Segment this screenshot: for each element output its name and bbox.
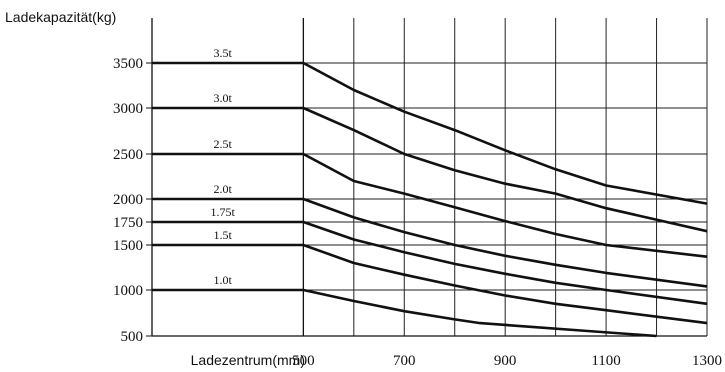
y-tick-label: 1500 <box>113 238 143 254</box>
series-label: 2.0t <box>213 182 232 196</box>
plot-frame <box>151 18 707 337</box>
series-label: 3.5t <box>213 46 232 60</box>
y-tick-label: 2000 <box>113 192 143 208</box>
x-tick-label: 1100 <box>591 353 620 369</box>
y-tick-label: 3500 <box>113 56 143 72</box>
y-tick-label: 3000 <box>113 101 143 117</box>
series-labels: 3.5t 3.0t 2.5t 2.0t 1.75t 1.5t 1.0t <box>210 46 235 287</box>
x-tick-label: 1300 <box>692 353 722 369</box>
series-line <box>152 288 657 338</box>
series-label: 3.0t <box>213 91 232 105</box>
series-label: 1.0t <box>213 273 232 287</box>
x-tick-label: 900 <box>494 353 517 369</box>
series-line <box>152 152 708 258</box>
y-tick-label: 500 <box>121 329 144 345</box>
series-line <box>152 197 708 288</box>
series-group <box>152 61 708 338</box>
y-tick-label: 1750 <box>113 215 143 231</box>
x-tick-labels: 500 700 900 1100 1300 <box>292 353 722 369</box>
series-line <box>152 243 708 325</box>
x-axis-label: Ladezentrum(mm) <box>191 352 305 368</box>
y-tick-labels: 500 1000 1500 1750 2000 2500 3000 3500 <box>113 56 152 345</box>
x-tick-label: 700 <box>393 353 416 369</box>
y-axis-label: Ladekapazität(kg) <box>5 9 116 25</box>
x-tick-label: 500 <box>292 353 315 369</box>
series-label: 1.75t <box>210 205 235 219</box>
grid <box>303 18 708 336</box>
series-label: 2.5t <box>213 137 232 151</box>
series-line <box>152 220 708 306</box>
series-line <box>152 106 708 233</box>
series-label: 1.5t <box>213 228 232 242</box>
series-line <box>152 61 708 205</box>
y-tick-label: 2500 <box>113 147 143 163</box>
y-tick-label: 1000 <box>113 283 143 299</box>
